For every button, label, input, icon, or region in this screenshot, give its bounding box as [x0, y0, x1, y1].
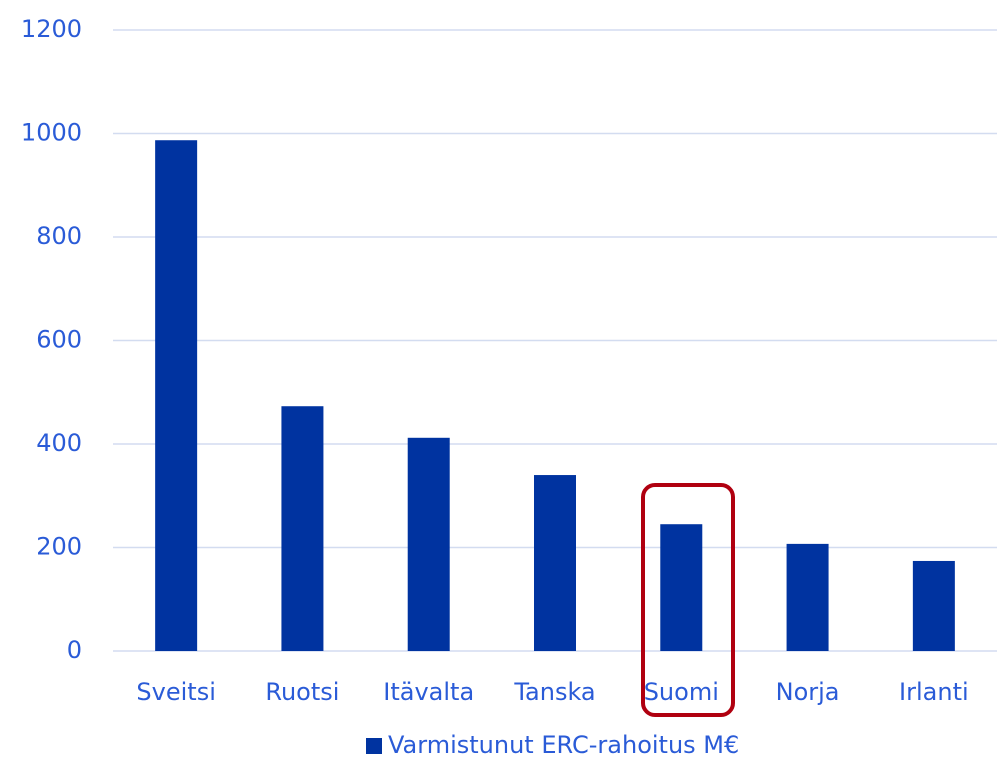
x-tick-label: Itävalta — [383, 678, 474, 706]
y-tick-label: 1000 — [21, 119, 82, 147]
y-tick-label: 1200 — [21, 15, 82, 43]
bar — [534, 475, 576, 651]
y-tick-label: 0 — [67, 636, 82, 664]
legend-label: Varmistunut ERC-rahoitus M€ — [388, 731, 739, 758]
x-tick-label: Irlanti — [899, 678, 969, 706]
highlight-box — [641, 483, 735, 717]
bar — [912, 560, 955, 651]
y-tick-label: 600 — [36, 326, 82, 354]
bar — [660, 524, 703, 651]
y-tick-label: 800 — [36, 222, 82, 250]
x-tick-label: Suomi — [644, 678, 719, 706]
y-tick-label: 200 — [36, 533, 82, 561]
bar — [155, 140, 198, 652]
y-tick-label: 400 — [36, 429, 82, 457]
legend-swatch — [366, 738, 382, 754]
bar — [786, 543, 829, 651]
x-tick-label: Tanska — [513, 678, 595, 706]
x-tick-label: Norja — [776, 678, 840, 706]
x-tick-label: Ruotsi — [265, 678, 339, 706]
bar — [281, 406, 324, 651]
bar — [407, 437, 450, 651]
x-tick-label: Sveitsi — [136, 678, 215, 706]
